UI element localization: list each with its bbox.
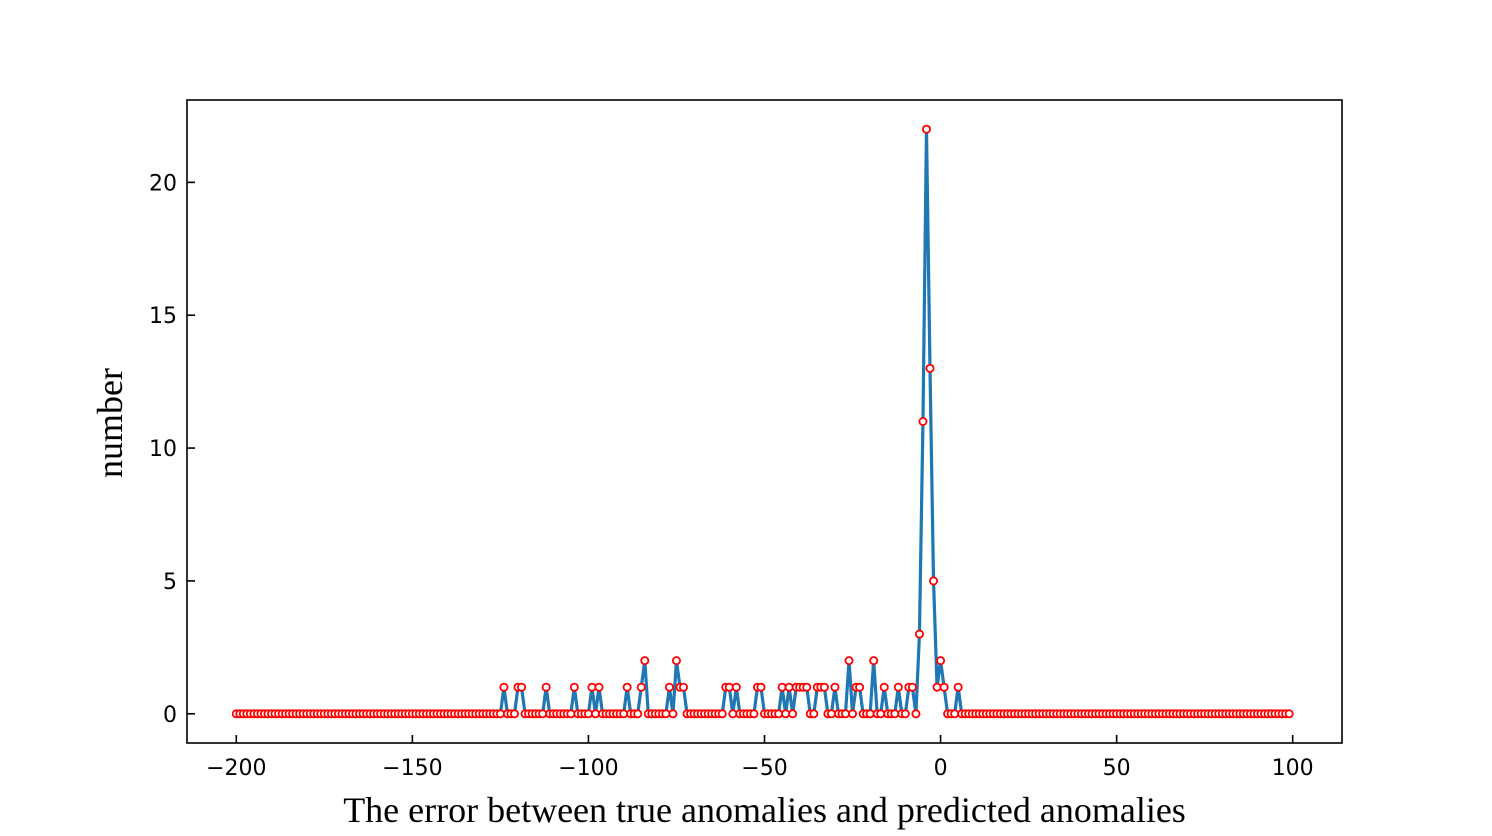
data-point bbox=[907, 682, 917, 692]
data-point bbox=[724, 682, 734, 692]
data-point bbox=[819, 682, 829, 692]
x-tick-label: −200 bbox=[206, 756, 266, 781]
data-point bbox=[633, 709, 643, 719]
x-tick-label: 100 bbox=[1272, 756, 1314, 781]
series-markers bbox=[231, 124, 1294, 719]
data-point bbox=[590, 709, 600, 719]
plot-frame bbox=[186, 99, 1343, 744]
data-point bbox=[569, 682, 579, 692]
data-point bbox=[932, 682, 942, 692]
data-point bbox=[587, 682, 597, 692]
data-point bbox=[921, 124, 931, 134]
y-tick-label: 5 bbox=[163, 570, 177, 595]
data-point bbox=[879, 682, 889, 692]
data-point bbox=[1284, 709, 1294, 719]
x-axis-title: The error between true anomalies and pre… bbox=[343, 790, 1186, 830]
data-point bbox=[509, 709, 519, 719]
data-point bbox=[876, 709, 886, 719]
data-point bbox=[749, 709, 759, 719]
data-point bbox=[583, 709, 593, 719]
data-point bbox=[784, 682, 794, 692]
y-tick-label: 0 bbox=[163, 703, 177, 728]
data-point bbox=[869, 656, 879, 666]
data-point bbox=[840, 709, 850, 719]
data-point bbox=[781, 709, 791, 719]
data-point bbox=[640, 656, 650, 666]
data-point bbox=[622, 682, 632, 692]
data-point bbox=[929, 576, 939, 586]
data-point bbox=[499, 682, 509, 692]
data-point bbox=[756, 682, 766, 692]
data-point bbox=[541, 682, 551, 692]
data-point bbox=[844, 656, 854, 666]
data-point bbox=[809, 709, 819, 719]
data-point bbox=[911, 709, 921, 719]
data-point bbox=[717, 709, 727, 719]
y-tick-label: 15 bbox=[149, 304, 177, 329]
x-tick-label: −100 bbox=[558, 756, 618, 781]
data-point bbox=[950, 709, 960, 719]
data-point bbox=[636, 682, 646, 692]
y-tick-label: 10 bbox=[149, 437, 177, 462]
series-line bbox=[236, 127, 1290, 716]
data-point bbox=[918, 416, 928, 426]
data-point bbox=[594, 682, 604, 692]
data-point bbox=[848, 709, 858, 719]
data-point bbox=[925, 363, 935, 373]
data-point bbox=[936, 656, 946, 666]
data-point bbox=[865, 709, 875, 719]
data-point bbox=[826, 709, 836, 719]
data-point bbox=[731, 682, 741, 692]
data-point bbox=[728, 709, 738, 719]
data-point bbox=[890, 709, 900, 719]
data-point bbox=[668, 709, 678, 719]
data-point bbox=[661, 709, 671, 719]
data-point bbox=[893, 682, 903, 692]
y-axis-title: number bbox=[90, 368, 130, 478]
x-tick-label: 50 bbox=[1103, 756, 1131, 781]
data-point bbox=[517, 682, 527, 692]
data-point bbox=[914, 629, 924, 639]
data-point bbox=[538, 709, 548, 719]
y-tick-label: 20 bbox=[149, 171, 177, 196]
x-tick-label: −50 bbox=[741, 756, 787, 781]
data-point bbox=[495, 709, 505, 719]
data-point bbox=[802, 682, 812, 692]
x-axis: −200 −150 −100 −50 0 50 100 bbox=[206, 735, 1314, 781]
data-point bbox=[900, 709, 910, 719]
x-tick-label: 0 bbox=[934, 756, 948, 781]
data-point bbox=[619, 709, 629, 719]
data-point bbox=[679, 682, 689, 692]
data-point bbox=[671, 656, 681, 666]
data-point bbox=[664, 682, 674, 692]
data-point bbox=[953, 682, 963, 692]
x-tick-label: −150 bbox=[382, 756, 442, 781]
data-point bbox=[788, 709, 798, 719]
data-point bbox=[774, 709, 784, 719]
data-point bbox=[939, 682, 949, 692]
data-point bbox=[777, 682, 787, 692]
y-axis: 0 5 10 15 20 bbox=[149, 171, 195, 728]
data-point bbox=[855, 682, 865, 692]
data-point bbox=[566, 709, 576, 719]
data-point bbox=[830, 682, 840, 692]
